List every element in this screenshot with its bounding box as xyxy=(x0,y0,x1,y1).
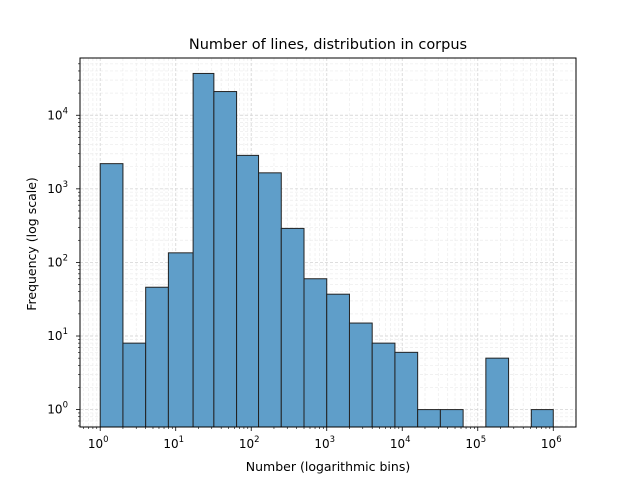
histogram-bar xyxy=(167,252,194,428)
histogram-bar xyxy=(394,351,419,428)
x-tick-label: 101 xyxy=(163,435,184,451)
histogram-bar xyxy=(326,293,350,428)
y-axis-ticks: 100 101 102 103 104 xyxy=(47,63,80,427)
y-tick-label: 100 xyxy=(47,401,68,417)
histogram-bar xyxy=(213,91,238,428)
histogram-bar xyxy=(99,163,124,428)
plot-frame xyxy=(79,57,577,428)
histogram-bar xyxy=(485,357,510,428)
x-tick-label: 106 xyxy=(541,435,562,451)
histogram-bar xyxy=(122,342,147,428)
x-tick-label: 104 xyxy=(390,435,411,451)
x-tick-label: 100 xyxy=(88,435,109,451)
histogram-bar xyxy=(145,286,169,428)
y-axis-label: Frequency (log scale) xyxy=(24,177,39,311)
y-tick-label: 103 xyxy=(47,180,68,196)
x-tick-label: 105 xyxy=(465,435,486,451)
histogram-bar xyxy=(371,342,396,428)
histogram-bar xyxy=(530,409,554,428)
histogram-bars xyxy=(99,72,554,428)
x-tick-label: 102 xyxy=(239,435,260,451)
x-axis-label: Number (logarithmic bins) xyxy=(246,459,410,474)
chart-title: Number of lines, distribution in corpus xyxy=(189,37,467,53)
histogram-bar xyxy=(236,154,260,428)
histogram-bar xyxy=(417,409,441,428)
histogram-bar xyxy=(439,409,464,428)
histogram-bar xyxy=(303,278,328,428)
y-tick-label: 102 xyxy=(47,253,68,269)
y-tick-label: 104 xyxy=(47,106,68,122)
histogram-bar xyxy=(280,227,305,428)
x-axis-ticks: 100 101 102 103 104 105 106 xyxy=(83,427,562,451)
y-tick-label: 101 xyxy=(47,327,68,343)
histogram-bar xyxy=(348,322,373,428)
histogram-bar xyxy=(258,172,282,428)
histogram-bar xyxy=(192,72,215,428)
x-tick-label: 103 xyxy=(314,435,335,451)
